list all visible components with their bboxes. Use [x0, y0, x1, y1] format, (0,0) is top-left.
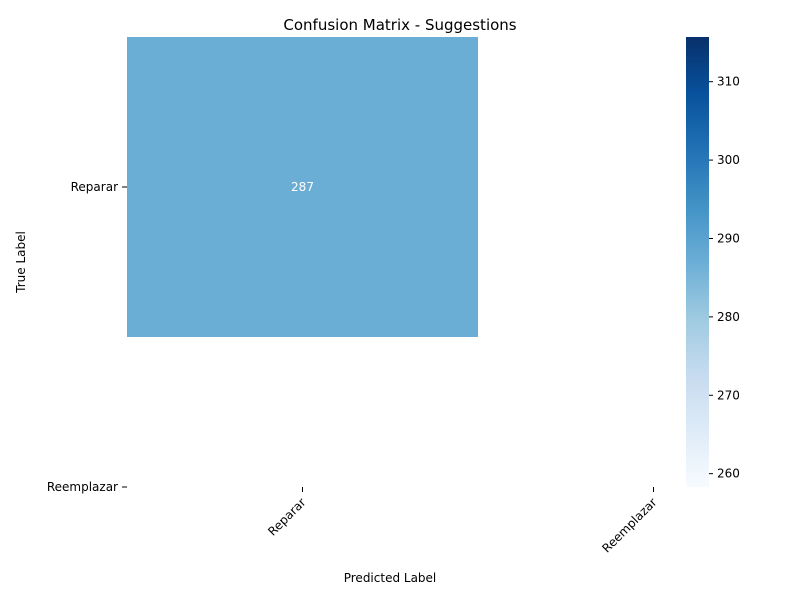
colorbar-tick-label: 300 — [717, 153, 740, 167]
y-tick-label: Reemplazar — [47, 480, 118, 494]
heatmap-cells: 287 — [127, 37, 478, 337]
colorbar: 260 270 280 290 300 310 — [686, 37, 740, 487]
x-tick-label: Reparar — [265, 495, 308, 538]
x-axis-label: Predicted Label — [344, 571, 437, 585]
colorbar-tick-label: 280 — [717, 310, 740, 324]
cell-value-label: 287 — [291, 180, 314, 194]
colorbar-tick-label: 290 — [717, 231, 740, 245]
y-tick-label: Reparar — [71, 180, 118, 194]
colorbar-gradient — [686, 37, 709, 487]
chart-title: Confusion Matrix - Suggestions — [283, 16, 516, 34]
heatmap-cell-0 — [127, 37, 478, 337]
y-axis: Reparar Reemplazar — [47, 180, 127, 494]
x-axis: Reparar Reemplazar — [265, 487, 660, 555]
y-axis-label: True Label — [14, 231, 28, 294]
colorbar-tick-label: 260 — [717, 467, 740, 481]
x-tick-label: Reemplazar — [599, 495, 659, 555]
colorbar-tick-label: 310 — [717, 75, 740, 89]
colorbar-tick-label: 270 — [717, 388, 740, 402]
